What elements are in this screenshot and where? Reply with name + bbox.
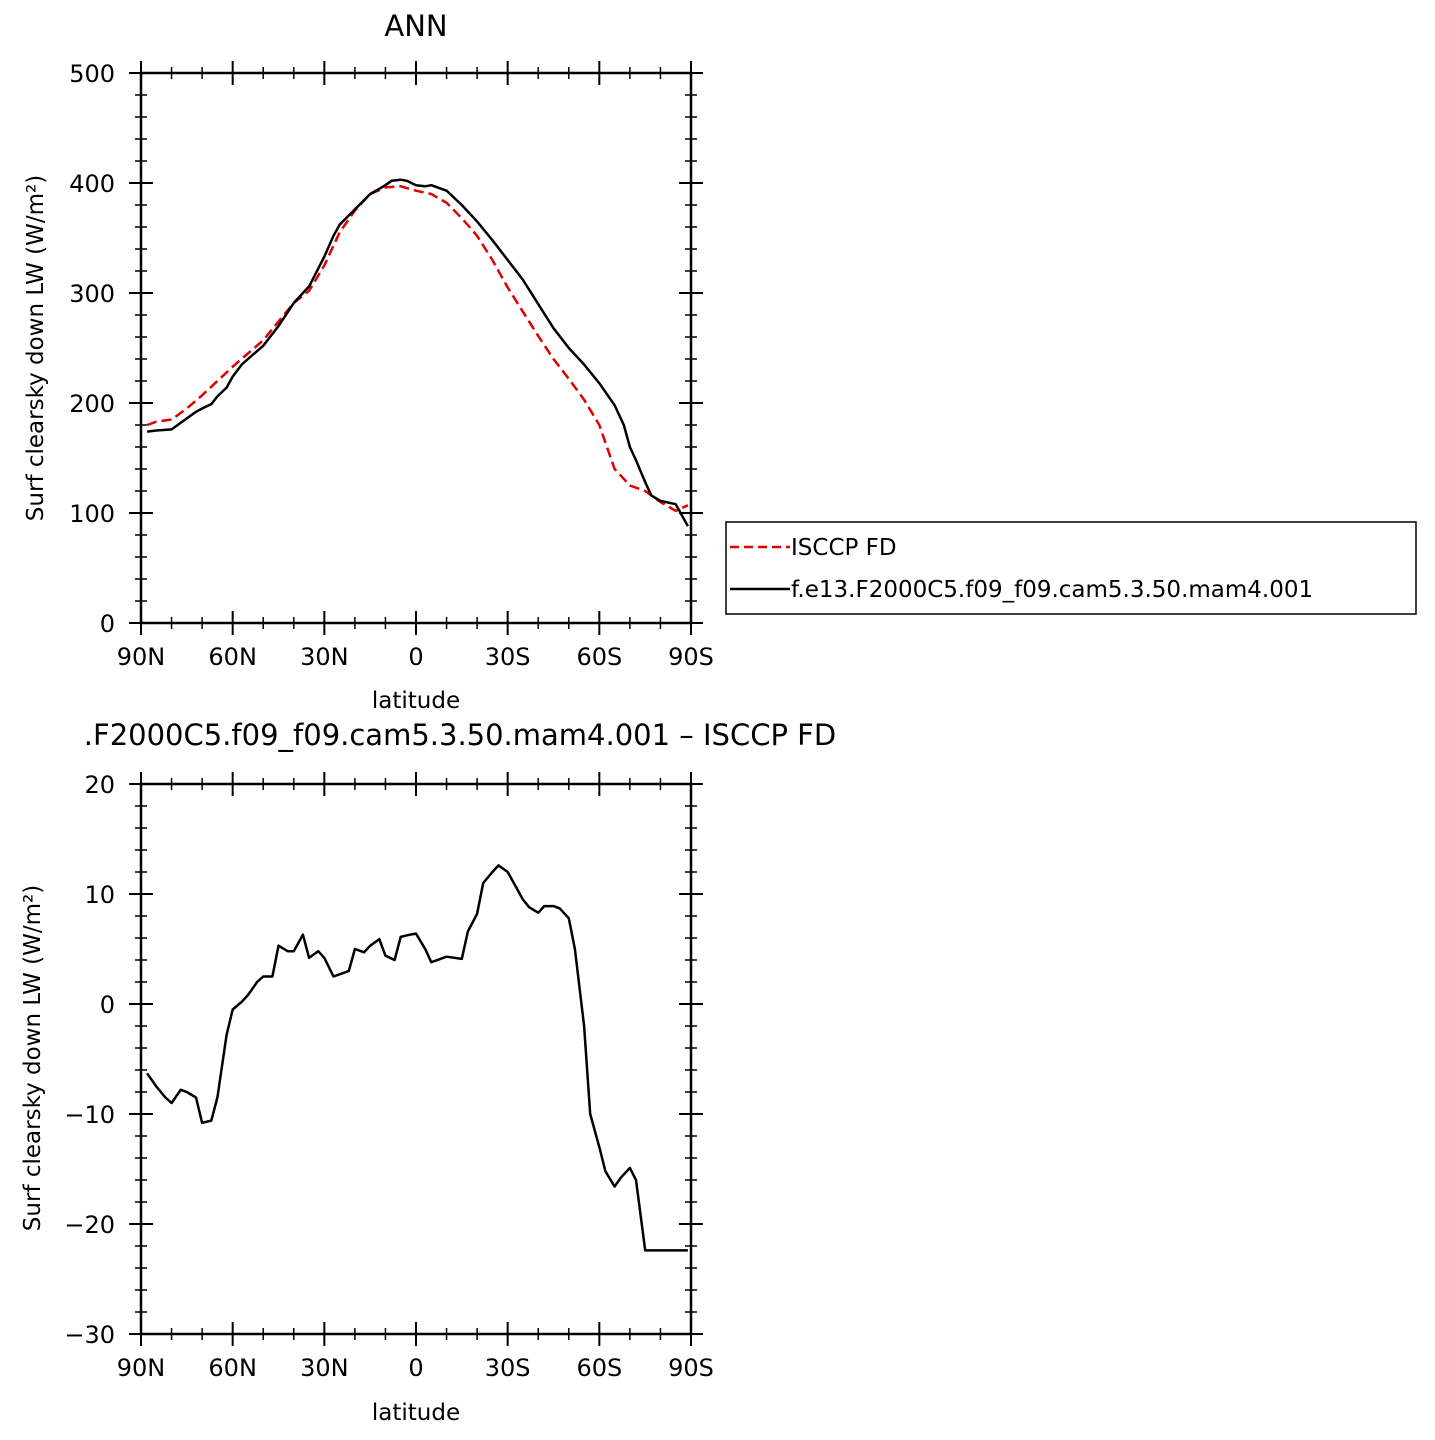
legend-label-model: f.e13.F2000C5.f09_f09.cam5.3.50.mam4.001 <box>791 577 1313 603</box>
top-xtick-label: 60N <box>208 643 257 671</box>
bottom-xtick-label: 30S <box>485 1354 531 1382</box>
legend-box <box>725 521 1417 615</box>
bottom-ytick-label: 10 <box>84 881 115 909</box>
bottom-ytick-label: 0 <box>100 991 115 1019</box>
bottom-plot-area: −30 −20 −10 0 10 20 90N 60N 30N 0 30S 60S 90S <box>64 771 714 1382</box>
bottom-xtick-label: 0 <box>408 1354 423 1382</box>
bottom-xtick-label: 60N <box>208 1354 257 1382</box>
top-y-axis-label: Surf clearsky down LW (W/m²) <box>23 175 49 521</box>
top-series-line-isccp <box>146 185 689 513</box>
bottom-xtick-label: 90N <box>117 1354 166 1382</box>
bottom-y-axis-label: Surf clearsky down LW (W/m²) <box>20 885 46 1231</box>
top-xtick-label: 90N <box>117 643 166 671</box>
top-xtick-label: 90S <box>668 643 714 671</box>
bottom-xtick-label: 30N <box>300 1354 349 1382</box>
top-xtick-label: 30S <box>485 643 531 671</box>
bottom-series-line-model <box>146 864 688 1252</box>
top-plot-frame <box>139 71 693 625</box>
top-ytick-label: 400 <box>69 170 115 198</box>
top-x-axis-label: latitude <box>372 688 460 714</box>
bottom-x-axis-label: latitude <box>372 1400 460 1426</box>
top-xtick-label: 60S <box>576 643 622 671</box>
top-ytick-label: 500 <box>69 60 115 88</box>
top-series-line-model <box>146 178 689 527</box>
top-xtick-label: 0 <box>408 643 423 671</box>
bottom-xtick-label: 60S <box>576 1354 622 1382</box>
bottom-xtick-label: 90S <box>668 1354 714 1382</box>
bottom-ytick-label: −30 <box>64 1321 115 1349</box>
top-chart-title: ANN <box>384 9 447 43</box>
bottom-ytick-label: −20 <box>64 1211 115 1239</box>
bottom-ytick-label: −10 <box>64 1101 115 1129</box>
legend-label-isccp: ISCCP FD <box>791 535 897 561</box>
top-ytick-label: 0 <box>100 610 115 638</box>
top-ytick-label: 300 <box>69 280 115 308</box>
top-ytick-label: 100 <box>69 500 115 528</box>
bottom-ytick-label: 20 <box>84 771 115 799</box>
top-plot-area: 0 100 200 300 400 500 90N 60N 30N 0 30S 60S 90S <box>69 60 714 671</box>
legend: ISCCP FD f.e13.F2000C5.f09_f09.cam5.3.50… <box>725 521 1417 615</box>
top-xtick-label: 30N <box>300 643 349 671</box>
top-ytick-label: 200 <box>69 390 115 418</box>
bottom-chart-title: .F2000C5.f09_f09.cam5.3.50.mam4.001 – IS… <box>84 718 836 752</box>
